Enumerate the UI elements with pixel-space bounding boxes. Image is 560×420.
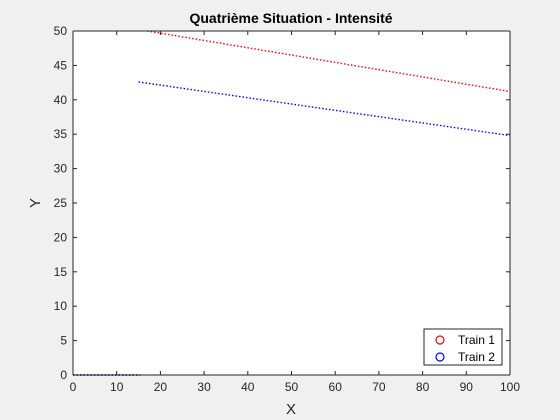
legend-label-train-1: Train 1 [458,333,495,347]
x-tick-label: 90 [460,380,474,394]
x-tick-label: 0 [70,380,77,394]
x-tick-label: 60 [329,380,343,394]
plot-area [73,31,510,375]
y-tick-label: 30 [54,162,68,176]
y-tick-label: 10 [54,299,68,313]
y-tick-label: 0 [60,368,67,382]
y-tick-label: 35 [54,127,68,141]
legend-marker-train-2 [435,352,445,362]
x-tick-label: 20 [154,380,168,394]
legend: Train 1 Train 2 [423,328,503,366]
y-axis-title: Y [27,198,44,208]
x-tick-label: 10 [110,380,124,394]
x-tick-label: 40 [241,380,255,394]
x-tick-label: 50 [285,380,299,394]
legend-marker-train-1 [435,335,445,345]
y-tick-label: 20 [54,230,68,244]
y-tick-label: 5 [60,334,67,348]
x-axis-title: X [286,401,296,418]
x-tick-label: 70 [372,380,386,394]
x-tick-label: 80 [416,380,430,394]
y-tick-label: 25 [54,196,68,210]
axes-layer: 0 10 20 30 40 50 60 70 80 90 100 0 5 10 15 20 25 30 35 40 45… [54,24,521,394]
x-tick-label: 100 [500,380,520,394]
x-tick-label: 30 [197,380,211,394]
y-tick-label: 45 [54,58,68,72]
chart-title: Quatrième Situation - Intensité [189,10,392,26]
y-tick-label: 50 [54,24,68,38]
y-tick-label: 15 [54,265,68,279]
legend-label-train-2: Train 2 [458,350,495,364]
y-tick-label: 40 [54,93,68,107]
series-line-train-2 [138,81,511,137]
